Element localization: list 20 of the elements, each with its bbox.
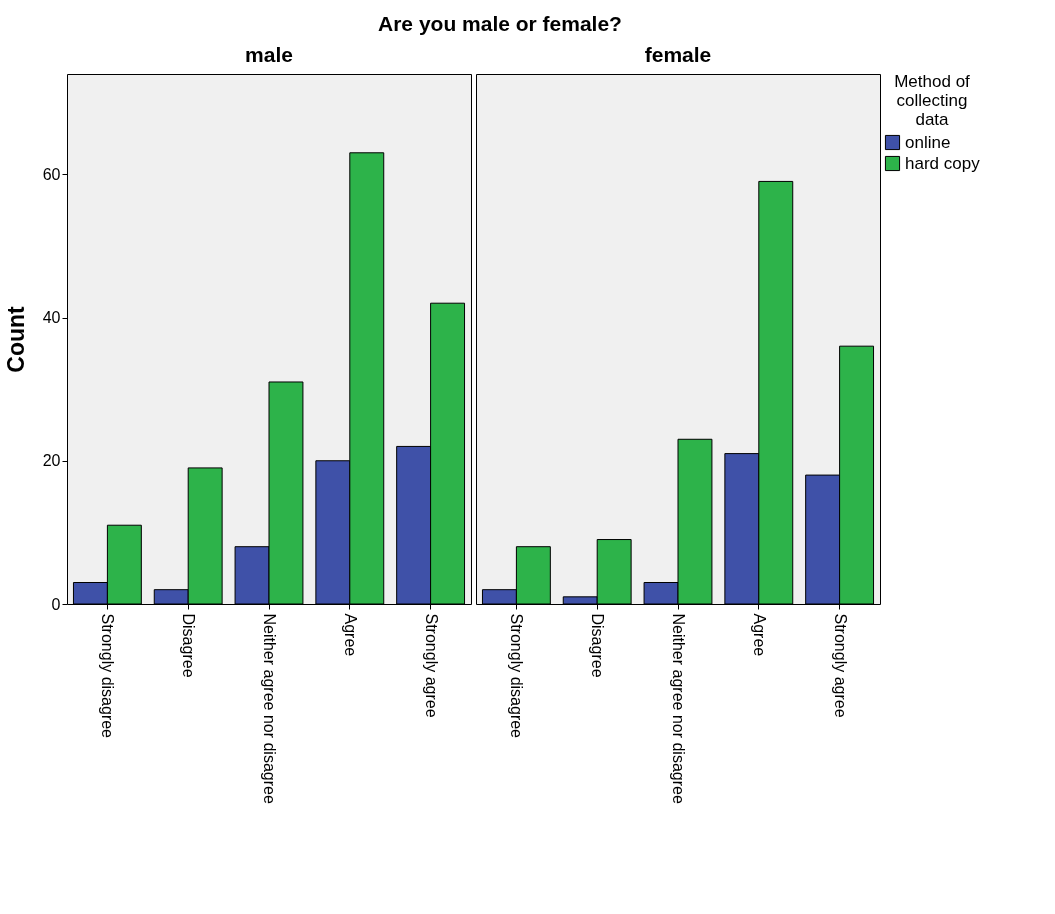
x-tick-label: Strongly disagree — [99, 613, 117, 739]
chart-title: Are you male or female? — [377, 12, 623, 36]
y-axis-title: Count — [2, 305, 29, 373]
chart-subtitle: female — [644, 43, 712, 66]
x-tick-label: Strongly disagree — [508, 613, 526, 739]
x-tick-label: Disagree — [180, 613, 198, 678]
y-tick-label: 60 — [42, 165, 61, 183]
legend-label: hard copy — [905, 153, 981, 173]
x-tick-label: Agree — [750, 613, 768, 657]
x-tick-label: Disagree — [589, 613, 607, 678]
y-tick-label: 40 — [42, 309, 61, 327]
legend-label: online — [905, 132, 951, 152]
x-tick-label: Neither agree nor disagree — [670, 613, 687, 804]
x-tick-label: Strongly agree — [422, 613, 440, 718]
y-tick-label: 0 — [51, 595, 61, 613]
x-tick-label: Neither agree nor disagree — [261, 613, 278, 804]
x-tick-label: Agree — [341, 613, 359, 657]
x-tick-label: Strongly agree — [831, 613, 849, 718]
y-tick-label: 20 — [42, 452, 61, 470]
chart-subtitle: male — [245, 43, 293, 66]
